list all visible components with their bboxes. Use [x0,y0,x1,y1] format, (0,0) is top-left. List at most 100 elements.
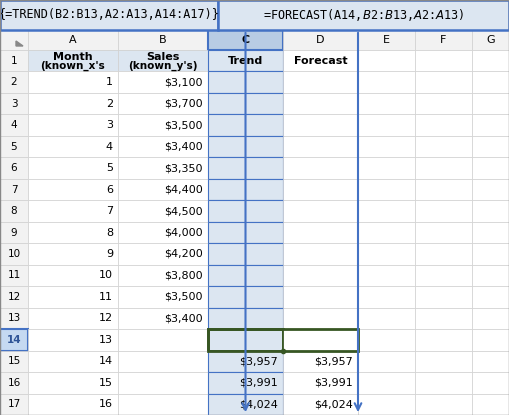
Bar [118,329,208,351]
Text: 10: 10 [99,271,113,281]
Bar [472,179,509,200]
Bar [208,200,283,222]
Bar [415,115,472,136]
Text: $3,991: $3,991 [314,378,353,388]
Bar [0,50,28,71]
Bar [0,351,28,372]
Bar [0,393,28,415]
Bar [415,157,472,179]
Bar [118,200,208,222]
Text: C: C [241,35,249,45]
Text: D: D [316,35,325,45]
Bar [283,308,358,329]
Bar [283,200,358,222]
Bar [415,93,472,115]
Bar [28,329,118,351]
Text: $3,500: $3,500 [164,120,203,130]
Bar [208,265,283,286]
Bar [0,372,28,393]
Text: (known_x's: (known_x's [41,60,105,71]
Bar [28,71,118,93]
Bar [472,157,509,179]
Bar [358,157,415,179]
Bar [0,136,28,157]
Text: $3,991: $3,991 [239,378,278,388]
Text: A: A [69,35,77,45]
Bar [472,243,509,265]
Bar [358,200,415,222]
Bar [118,179,208,200]
Bar [208,393,283,415]
Bar [28,157,118,179]
Bar [283,329,358,351]
Text: $4,400: $4,400 [164,185,203,195]
Text: 3: 3 [106,120,113,130]
Text: $3,400: $3,400 [164,313,203,323]
Text: 7: 7 [11,185,17,195]
Bar [358,265,415,286]
Bar [208,329,283,351]
Bar [358,351,415,372]
Text: 15: 15 [7,356,21,366]
Bar [358,71,415,93]
Bar [208,329,358,351]
Text: $3,400: $3,400 [164,142,203,151]
Bar [472,393,509,415]
Text: 3: 3 [11,99,17,109]
Text: 9: 9 [106,249,113,259]
Bar [28,308,118,329]
Bar [28,179,118,200]
Bar [28,243,118,265]
Bar [118,372,208,393]
Bar [415,308,472,329]
Bar [472,71,509,93]
Bar [0,30,28,50]
Text: $3,957: $3,957 [239,356,278,366]
Bar [0,308,28,329]
Text: B: B [159,35,167,45]
Text: $4,024: $4,024 [314,399,353,409]
Text: $3,500: $3,500 [164,292,203,302]
Bar [218,0,509,30]
Bar [358,222,415,243]
Bar [28,393,118,415]
Bar [118,93,208,115]
Text: 5: 5 [11,142,17,151]
Bar [415,243,472,265]
Bar [358,136,415,157]
Bar [208,222,283,243]
Bar [283,286,358,308]
Bar [0,200,28,222]
Bar [0,115,28,136]
Bar [358,179,415,200]
Text: 17: 17 [7,399,21,409]
Bar [283,265,358,286]
Bar [283,115,358,136]
Bar [28,50,118,71]
Bar [415,286,472,308]
Bar [472,308,509,329]
Text: $3,957: $3,957 [314,356,353,366]
Text: (known_y's): (known_y's) [128,60,198,71]
Bar [283,93,358,115]
Bar [283,157,358,179]
Bar [28,136,118,157]
Text: $4,024: $4,024 [239,399,278,409]
Bar [415,265,472,286]
Text: 6: 6 [106,185,113,195]
Bar [208,372,283,393]
Bar [358,308,415,329]
Bar [415,50,472,71]
Bar [472,372,509,393]
Bar [0,243,28,265]
Bar [208,243,283,265]
Bar [358,115,415,136]
Bar [208,71,283,93]
Text: 1: 1 [106,77,113,87]
Bar [415,351,472,372]
Bar [472,286,509,308]
Text: Forecast: Forecast [294,56,347,66]
Text: $3,100: $3,100 [164,77,203,87]
Bar [415,393,472,415]
Bar [118,50,208,71]
